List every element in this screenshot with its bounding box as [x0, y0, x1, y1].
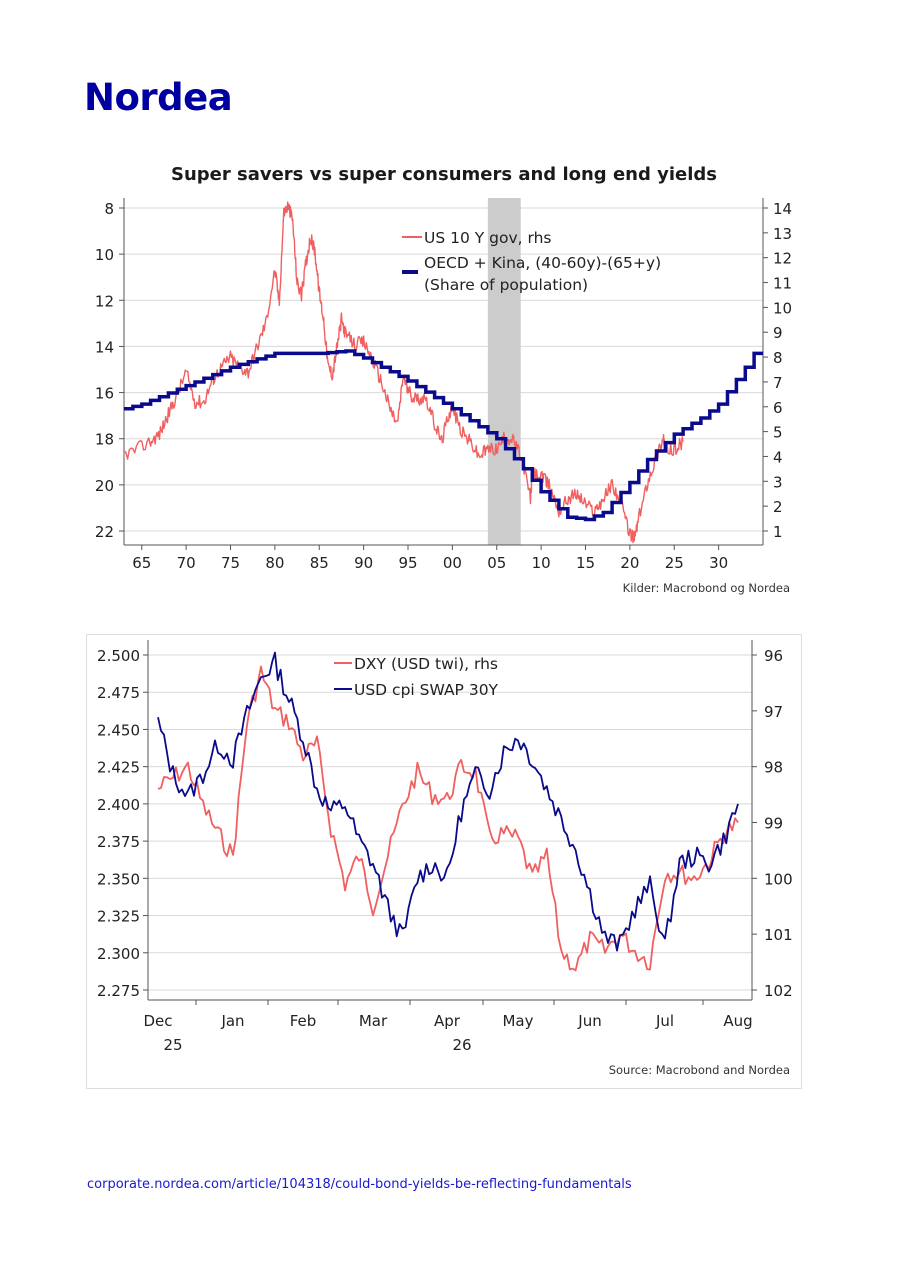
chart-1-shaded-band — [487, 198, 521, 545]
chart-2-axes: 2.500 2.475 2.450 2.425 2.400 2.375 2.350 2.325… — [97, 640, 793, 1054]
series-dxy-line — [157, 665, 739, 972]
chart-2-left-tick-label: 2.400 — [97, 796, 140, 814]
chart-1-left-tick-label: 16 — [95, 385, 114, 403]
nordea-logo: Nordea — [84, 76, 233, 119]
chart-1: Super savers vs super consumers and long… — [95, 164, 792, 595]
chart-1-left-tick-label: 20 — [95, 477, 114, 495]
chart-1-right-tick-label: 6 — [773, 399, 783, 417]
chart-2-x-tick-label: Jul — [655, 1012, 674, 1030]
chart-2-right-tick-label: 101 — [764, 926, 793, 944]
chart-2-left-tick-label: 2.325 — [97, 908, 140, 926]
chart-2-x-tick-label: Jun — [577, 1012, 601, 1030]
chart-2-x-tick-label: Aug — [723, 1012, 752, 1030]
chart-1-x-tick-label: 95 — [398, 554, 417, 572]
chart-1-right-tick-label: 11 — [773, 275, 792, 293]
chart-1-right-tick-label: 12 — [773, 250, 792, 268]
chart-1-right-tick-label: 14 — [773, 200, 792, 218]
chart-1-right-tick-label: 8 — [773, 349, 783, 367]
chart-2-source: Source: Macrobond and Nordea — [609, 1063, 790, 1077]
chart-1-right-tick-label: 9 — [773, 324, 783, 342]
chart-1-right-tick-label: 5 — [773, 424, 783, 442]
chart-1-right-tick-label: 3 — [773, 473, 783, 491]
chart-1-right-tick-label: 4 — [773, 448, 783, 466]
chart-1-left-tick-label: 12 — [95, 292, 114, 310]
chart-2-series — [157, 651, 739, 972]
chart-2-left-tick-label: 2.275 — [97, 982, 140, 1000]
chart-2-gridlines — [148, 654, 752, 991]
chart-2-right-tick-label: 100 — [764, 870, 793, 888]
chart-2-left-tick-label: 2.425 — [97, 759, 140, 777]
chart-1-right-tick-label: 2 — [773, 498, 783, 516]
chart-1-x-tick-label: 80 — [265, 554, 284, 572]
chart-1-right-tick-label: 10 — [773, 299, 792, 317]
chart-1-x-tick-label: 65 — [132, 554, 151, 572]
chart-2: 2.500 2.475 2.450 2.425 2.400 2.375 2.350 2.325… — [86, 634, 802, 1089]
chart-2-x-year-label: 26 — [452, 1036, 471, 1054]
series-usd-cpi-swap-line — [157, 651, 739, 952]
chart-2-left-tick-label: 2.500 — [97, 647, 140, 665]
chart-2-x-tick-label: Mar — [359, 1012, 388, 1030]
chart-1-x-tick-label: 25 — [665, 554, 684, 572]
chart-1-left-tick-label: 14 — [95, 338, 114, 356]
chart-2-x-tick-label: Feb — [290, 1012, 317, 1030]
chart-1-left-tick-label: 22 — [95, 523, 114, 541]
chart-1-title: Super savers vs super consumers and long… — [171, 164, 717, 185]
series-us-10y-line — [124, 201, 684, 544]
chart-2-x-year-label: 25 — [163, 1036, 182, 1054]
chart-2-right-tick-label: 99 — [764, 815, 783, 833]
series-oecd-kina-line — [124, 349, 763, 522]
chart-2-x-tick-label: May — [502, 1012, 533, 1030]
chart-2-right-tick-label: 97 — [764, 703, 783, 721]
chart-1-x-tick-label: 20 — [620, 554, 639, 572]
legend-label-oecd-line2: (Share of population) — [424, 276, 588, 294]
chart-2-left-tick-label: 2.450 — [97, 721, 140, 739]
chart-2-frame — [86, 634, 802, 1089]
chart-1-x-tick-label: 85 — [310, 554, 329, 572]
chart-2-right-tick-label: 96 — [764, 647, 783, 665]
legend-label-cpi-swap: USD cpi SWAP 30Y — [354, 681, 499, 699]
legend-label-dxy: DXY (USD twi), rhs — [354, 655, 498, 673]
chart-1-left-tick-label: 10 — [95, 246, 114, 264]
chart-2-left-tick-label: 2.350 — [97, 870, 140, 888]
chart-2-left-tick-label: 2.300 — [97, 945, 140, 963]
legend-label-us10y: US 10 Y gov, rhs — [424, 229, 552, 247]
chart-1-x-tick-label: 05 — [487, 554, 506, 572]
chart-1-x-tick-label: 15 — [576, 554, 595, 572]
chart-1-source: Kilder: Macrobond og Nordea — [623, 581, 790, 595]
chart-2-x-tick-label: Dec — [143, 1012, 172, 1030]
chart-1-x-tick-label: 70 — [177, 554, 196, 572]
chart-1-x-tick-label: 10 — [532, 554, 551, 572]
chart-2-left-tick-label: 2.475 — [97, 684, 140, 702]
chart-1-series — [124, 201, 763, 544]
chart-2-right-tick-label: 102 — [764, 982, 793, 1000]
chart-2-right-tick-label: 98 — [764, 759, 783, 777]
chart-1-x-tick-label: 30 — [709, 554, 728, 572]
chart-1-right-tick-label: 7 — [773, 374, 783, 392]
chart-1-left-tick-label: 18 — [95, 431, 114, 449]
chart-1-right-tick-label: 13 — [773, 225, 792, 243]
chart-1-x-tick-label: 75 — [221, 554, 240, 572]
chart-1-right-tick-label: 1 — [773, 523, 783, 541]
chart-2-legend: DXY (USD twi), rhs USD cpi SWAP 30Y — [334, 655, 499, 699]
chart-2-left-tick-label: 2.375 — [97, 833, 140, 851]
article-url-link[interactable]: corporate.nordea.com/article/104318/coul… — [87, 1177, 632, 1192]
chart-2-x-tick-label: Jan — [220, 1012, 244, 1030]
chart-2-x-tick-label: Apr — [434, 1012, 461, 1030]
chart-1-legend: US 10 Y gov, rhs OECD + Kina, (40-60y)-(… — [402, 229, 661, 294]
legend-label-oecd: OECD + Kina, (40-60y)-(65+y) — [424, 254, 661, 272]
chart-1-x-tick-label: 90 — [354, 554, 373, 572]
chart-1-left-tick-label: 8 — [104, 200, 114, 218]
chart-1-x-tick-label: 00 — [443, 554, 462, 572]
